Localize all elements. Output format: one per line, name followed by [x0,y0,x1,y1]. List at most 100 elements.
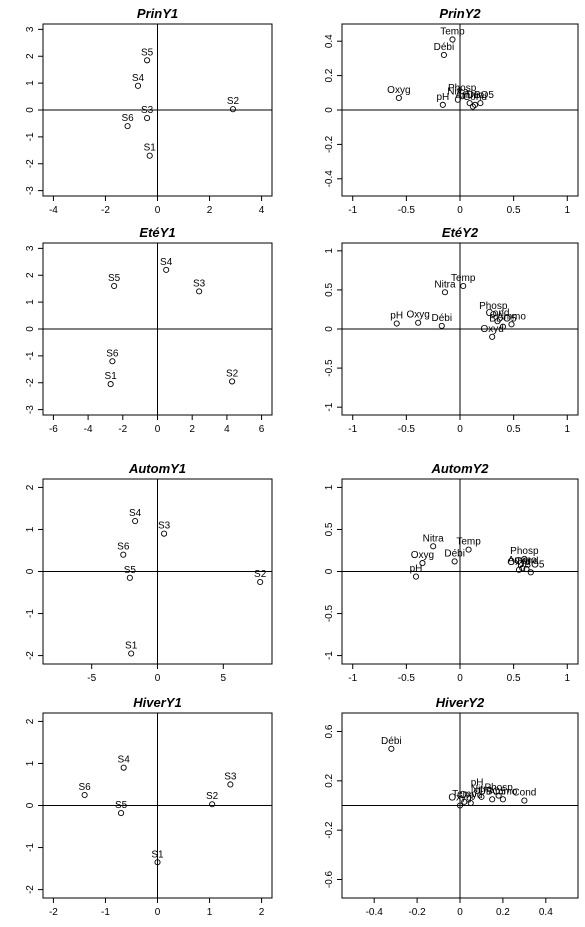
data-point [449,36,456,43]
data-point [519,565,526,572]
panel-title: EtéY1 [139,225,175,240]
y-tick-label: 2 [25,272,36,278]
data-point [415,319,422,326]
point-label: Cond [463,92,487,103]
data-point [154,859,161,866]
data-point [412,573,420,580]
y-tick-label: -2 [25,885,36,894]
data-point [523,565,530,573]
y-tick-label: 2 [25,718,36,724]
data-point [146,152,153,159]
y-tick-label: -0.4 [324,170,335,188]
x-tick-label: -1 [101,907,110,918]
x-tick-label: 0 [457,673,463,684]
data-point [451,558,458,565]
data-point [441,289,449,296]
point-label: Débi [444,548,465,559]
y-tick-label: 0.2 [324,68,335,82]
data-point [118,810,125,817]
x-tick-label: 6 [259,424,265,435]
data-point [107,381,114,388]
y-tick-label: 3 [25,245,36,251]
panel-8: HiverY2 -0.4 -0.2 0 0.2 0.4 -0.6 -0.2 0.2 0.6 Débi… [324,695,579,918]
x-tick-label: -0.5 [398,205,416,216]
x-tick-label: -4 [49,205,58,216]
panel-title: PrinY1 [137,6,178,21]
panel-title: AutomY2 [430,461,489,476]
point-label: pH [471,778,484,789]
point-label: Cond [486,308,510,319]
y-tick-label: -2 [25,378,36,387]
point-label: Débi [381,736,402,747]
y-tick-label: -1 [25,609,36,618]
y-tick-label: 1 [25,299,36,305]
panel-title: AutomY1 [128,461,186,476]
point-label: S3 [224,771,237,782]
point-label: S4 [160,257,173,268]
x-tick-label: -0.5 [398,673,416,684]
panel-1: PrinY1 -4 -2 0 2 4 -3 -2 -1 0 1 2 3 S5 S4 S2 S3 S6 S1 [25,6,273,216]
data-point [439,101,446,108]
point-label: Oxyd [507,557,530,568]
data-point [430,543,437,550]
point-label: pH [390,311,403,322]
x-tick-label: -2 [118,424,127,435]
y-tick-label: 2 [25,484,36,490]
data-point [419,560,426,567]
y-tick-label: -2 [25,651,36,660]
x-tick-label: 0.5 [507,673,521,684]
point-label: S1 [105,371,118,382]
y-tick-label: -1 [25,351,36,360]
data-point [440,51,447,59]
data-point [196,288,203,295]
y-tick-label: 0 [324,568,335,574]
point-label: S6 [117,542,130,553]
data-point [128,650,135,657]
data-point [438,322,445,329]
point-label: Phosp [479,301,508,312]
point-label: S4 [132,73,145,84]
point-label: S5 [124,565,137,576]
point-label: S4 [129,508,142,519]
data-point [499,323,506,330]
x-tick-label: -0.5 [398,424,416,435]
y-tick-label: -0.5 [324,359,335,377]
panel-title: EtéY2 [442,225,479,240]
data-point [229,378,236,385]
y-tick-label: 0 [25,107,36,113]
y-tick-label: -0.2 [324,135,335,153]
x-tick-label: 0 [155,205,161,216]
data-point [499,796,506,803]
data-point [521,797,528,804]
data-point [161,530,168,537]
x-tick-label: 2 [189,424,195,435]
x-tick-label: -4 [84,424,93,435]
data-point [460,282,467,290]
x-tick-label: -0.2 [408,907,426,918]
point-label: S3 [141,105,154,116]
y-tick-label: 1 [324,484,335,490]
data-point [257,578,264,586]
y-tick-label: -1 [25,132,36,141]
x-tick-label: 2 [259,907,265,918]
point-label: Temp [456,537,481,548]
point-label: S1 [125,640,138,651]
point-label: Oxyg [406,310,429,321]
data-point [227,781,234,788]
y-tick-label: -0.6 [324,870,335,888]
point-label: S1 [144,143,157,154]
x-tick-label: -1 [348,205,357,216]
point-label: Débi [431,313,452,324]
data-point [478,793,485,800]
point-label: Nitra [447,87,469,98]
point-label: S5 [115,800,128,811]
y-tick-label: 0 [324,326,335,332]
panel-2: PrinY2 -1 -0.5 0 0.5 1 -0.4 -0.2 0 0.2 0.4 Temp Débi… [324,6,579,216]
data-point [132,517,139,525]
y-tick-label: 0 [324,107,335,113]
panel-title: HiverY2 [436,695,485,710]
panel-title: PrinY2 [439,6,481,21]
point-label: Cond [515,556,539,567]
